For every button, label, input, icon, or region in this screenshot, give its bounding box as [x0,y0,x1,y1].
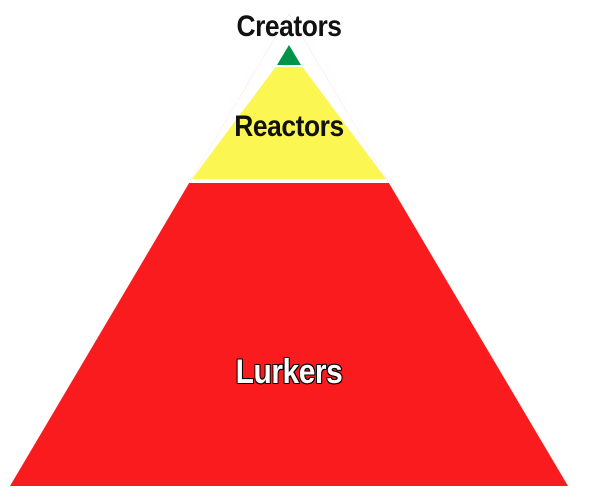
tier-reactors-label: Reactors [234,110,343,144]
pyramid-diagram: Creators Reactors Lurkers [0,0,595,504]
tier-lurkers-label: Lurkers [236,353,343,392]
tier-creators-shape [277,45,301,65]
tier-creators-label: Creators [236,10,341,44]
